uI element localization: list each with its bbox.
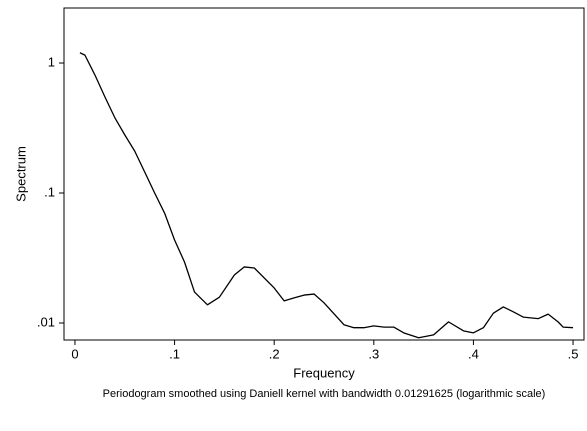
x-tick-label: .5 <box>568 346 579 361</box>
x-axis-label: Frequency <box>293 365 355 380</box>
x-tick-label: .4 <box>468 346 479 361</box>
y-tick-label: 1 <box>48 54 55 69</box>
note: Periodogram smoothed using Daniell kerne… <box>103 388 546 400</box>
y-tick-label: .01 <box>37 314 55 329</box>
y-axis-label: Spectrum <box>13 146 28 202</box>
y-tick-label: .1 <box>44 184 55 199</box>
x-tick-label: .3 <box>368 346 379 361</box>
spectrum-line <box>79 52 574 339</box>
x-tick-label: 0 <box>71 346 78 361</box>
x-tick-label: .2 <box>269 346 280 361</box>
x-tick-label: .1 <box>169 346 180 361</box>
plot-frame <box>63 7 585 341</box>
